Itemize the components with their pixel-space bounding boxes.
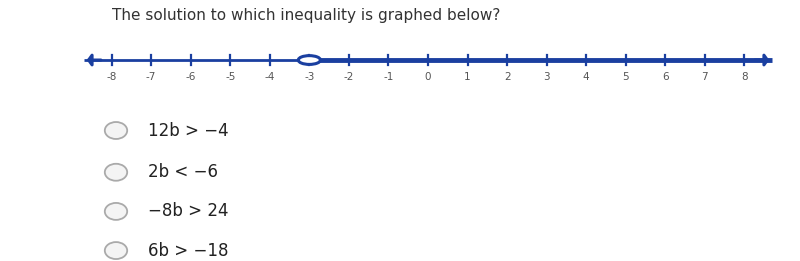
Text: −8b > 24: −8b > 24	[148, 203, 229, 220]
Text: -3: -3	[304, 72, 314, 82]
Text: -5: -5	[225, 72, 235, 82]
Text: -8: -8	[106, 72, 117, 82]
Text: The solution to which inequality is graphed below?: The solution to which inequality is grap…	[112, 8, 500, 23]
Text: 2b < −6: 2b < −6	[148, 163, 218, 181]
Text: -4: -4	[265, 72, 275, 82]
Text: 2: 2	[504, 72, 510, 82]
Text: 6b > −18: 6b > −18	[148, 242, 229, 259]
Text: 0: 0	[425, 72, 431, 82]
Text: 8: 8	[741, 72, 748, 82]
Text: 3: 3	[543, 72, 550, 82]
Text: 12b > −4: 12b > −4	[148, 122, 229, 139]
Text: 6: 6	[662, 72, 669, 82]
Text: -7: -7	[146, 72, 156, 82]
Circle shape	[298, 56, 321, 64]
Text: -1: -1	[383, 72, 394, 82]
Text: -2: -2	[344, 72, 354, 82]
Text: 5: 5	[622, 72, 629, 82]
Text: 7: 7	[702, 72, 708, 82]
Text: -6: -6	[186, 72, 196, 82]
Text: 4: 4	[583, 72, 590, 82]
Text: 1: 1	[464, 72, 471, 82]
